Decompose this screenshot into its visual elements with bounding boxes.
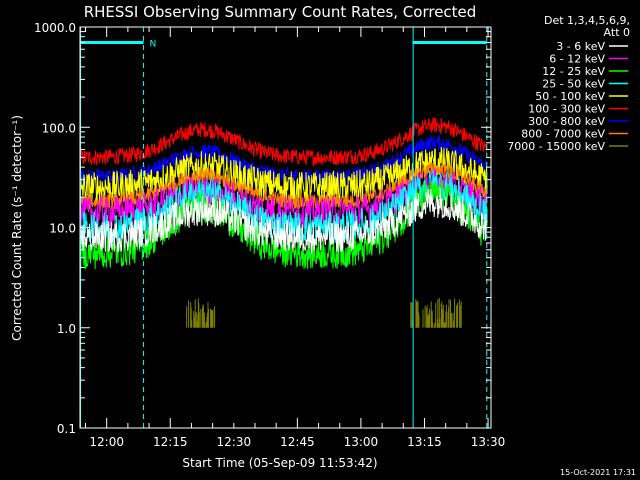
y-tick-label-3: 100.0 — [42, 121, 76, 135]
series-path-8 — [186, 297, 462, 328]
legend-label-6: 300 - 800 keV — [528, 115, 605, 128]
series-path-3 — [80, 169, 488, 245]
legend-label-7: 800 - 7000 keV — [521, 128, 605, 141]
x-tick-label-5: 13:15 — [407, 435, 442, 449]
x-tick-label-4: 13:00 — [344, 435, 379, 449]
x-tick-label-2: 12:30 — [217, 435, 252, 449]
legend-label-2: 12 - 25 keV — [542, 65, 605, 78]
y-tick-labels: 0.1 1.0 10.0 100.0 1000.0 — [34, 21, 76, 436]
y-tick-label-1: 1.0 — [57, 322, 76, 336]
plot-area — [80, 116, 488, 328]
axes — [79, 26, 492, 429]
legend-label-1: 6 - 12 keV — [549, 53, 605, 66]
x-tick-label-0: 12:00 — [89, 435, 124, 449]
x-axis-label: Start Time (05-Sep-09 11:53:42) — [182, 456, 377, 470]
series-path-4 — [80, 146, 488, 205]
series-path-0 — [80, 188, 488, 254]
x-tick-label-3: 12:45 — [280, 435, 315, 449]
footer-date: 15-Oct-2021 17:31 — [560, 468, 636, 477]
y-tick-label-2: 10.0 — [49, 222, 76, 236]
series-line-4 — [80, 146, 488, 205]
y-axis-label: Corrected Count Rate (s⁻¹ detector⁻¹) — [10, 115, 24, 341]
series-line-5 — [80, 116, 488, 167]
legend-header-line-2: Att 0 — [604, 26, 630, 39]
x-tick-labels: 12:00 12:15 12:30 12:45 13:00 13:15 13:30 — [89, 435, 505, 449]
marker-label: N — [150, 40, 157, 50]
legend-label-5: 100 - 300 keV — [528, 103, 605, 116]
y-tick-label-0: 0.1 — [57, 422, 76, 436]
x-tick-label-1: 12:15 — [153, 435, 188, 449]
legend-label-4: 50 - 100 keV — [535, 90, 605, 103]
legend-label-8: 7000 - 15000 keV — [507, 140, 605, 153]
x-tick-label-6: 13:30 — [471, 435, 506, 449]
legend-label-3: 25 - 50 keV — [542, 78, 605, 91]
legend-header-line-1: Det 1,3,4,5,6,9, — [544, 14, 630, 27]
chart-title: RHESSI Observing Summary Count Rates, Co… — [84, 3, 477, 21]
legend-label-0: 3 - 6 keV — [556, 40, 605, 53]
series-line-0 — [80, 188, 488, 254]
series-line-3 — [80, 169, 488, 245]
series-path-5 — [80, 116, 488, 167]
series-line-8 — [186, 297, 462, 328]
series-line-7 — [80, 161, 488, 211]
series-path-7 — [80, 161, 488, 211]
y-tick-label-4: 1000.0 — [34, 21, 76, 35]
